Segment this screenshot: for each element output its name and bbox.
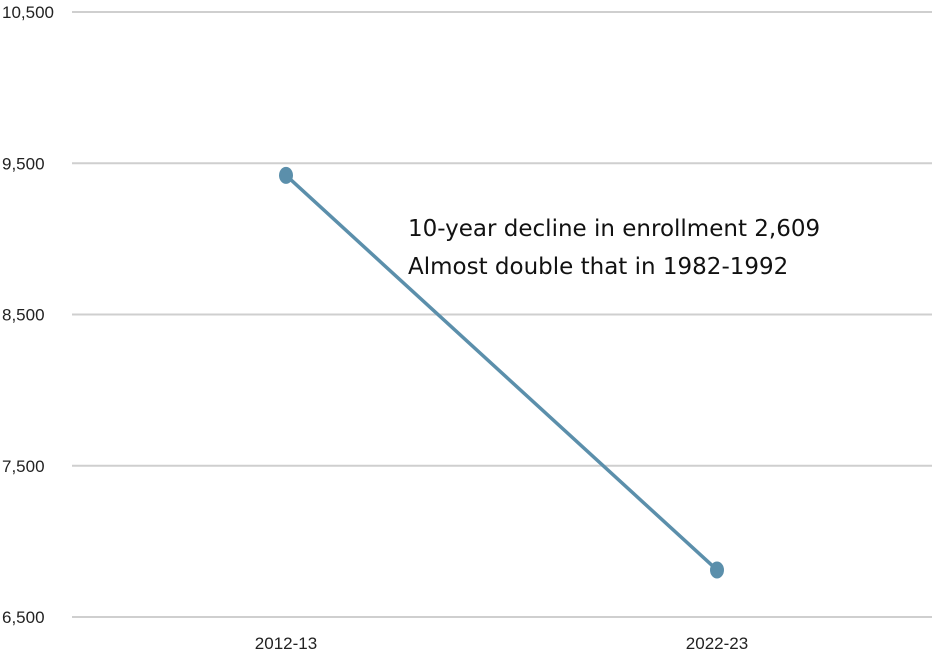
x-tick-label: 2012-13 xyxy=(255,634,317,653)
gridlines xyxy=(72,11,932,618)
x-tick-label: 2022-23 xyxy=(686,634,748,653)
data-point[interactable] xyxy=(279,166,293,184)
y-tick-label: 10,500 xyxy=(2,3,54,22)
annotation-line-1: 10-year decline in enrollment 2,609 xyxy=(408,216,820,242)
series-group xyxy=(279,166,724,579)
y-axis-tick-labels: 6,500 7,500 8,500 9,500 10,500 xyxy=(2,3,54,627)
annotation: 10-year decline in enrollment 2,609 Almo… xyxy=(408,216,820,280)
y-tick-label: 6,500 xyxy=(2,608,45,627)
annotation-line-2: Almost double that in 1982-1992 xyxy=(408,254,788,280)
x-axis-tick-labels: 2012-13 2022-23 xyxy=(255,634,748,653)
y-tick-label: 7,500 xyxy=(2,457,45,476)
series-line xyxy=(284,174,719,572)
y-tick-label: 9,500 xyxy=(2,154,45,173)
y-tick-label: 8,500 xyxy=(2,306,45,325)
data-point[interactable] xyxy=(710,561,724,579)
